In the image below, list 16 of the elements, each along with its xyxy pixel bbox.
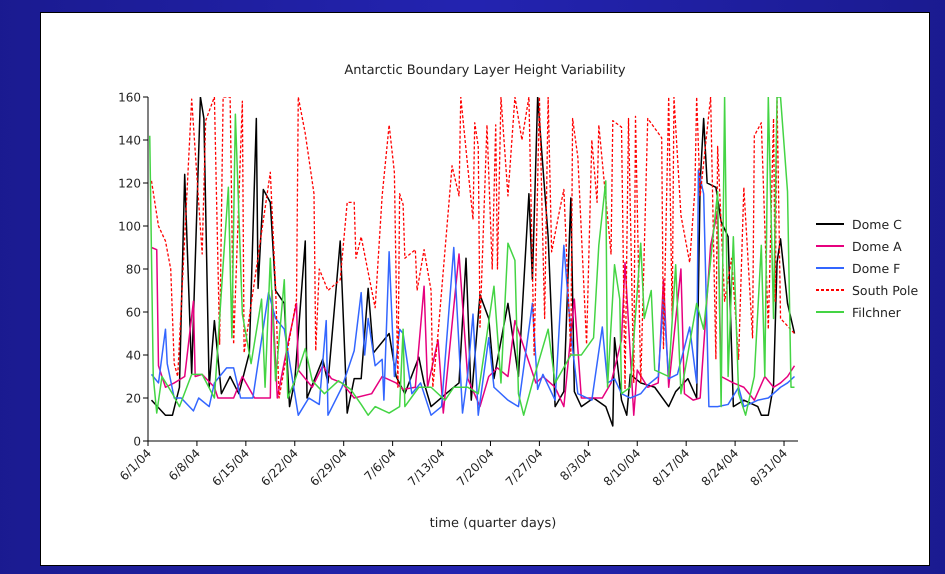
- y-tick-label: 160: [118, 90, 141, 104]
- y-tick-label: 100: [118, 219, 141, 234]
- y-tick-label: 0: [133, 434, 141, 448]
- y-tick-label: 140: [118, 133, 141, 148]
- y-tick-label: 120: [118, 176, 141, 190]
- y-tick-label: 40: [126, 348, 141, 362]
- legend-label: Filchner: [852, 304, 901, 320]
- legend-label: Dome F: [852, 260, 900, 276]
- legend-label: Dome C: [852, 216, 902, 232]
- y-tick-label: 80: [126, 262, 141, 276]
- x-axis-title: time (quarter days): [430, 516, 556, 531]
- y-tick-label: 20: [126, 391, 141, 406]
- chart-title: Antarctic Boundary Layer Height Variability: [343, 63, 627, 78]
- legend-label: South Pole: [852, 282, 918, 298]
- legend-label: Dome A: [852, 238, 902, 254]
- y-tick-label: 60: [126, 305, 141, 320]
